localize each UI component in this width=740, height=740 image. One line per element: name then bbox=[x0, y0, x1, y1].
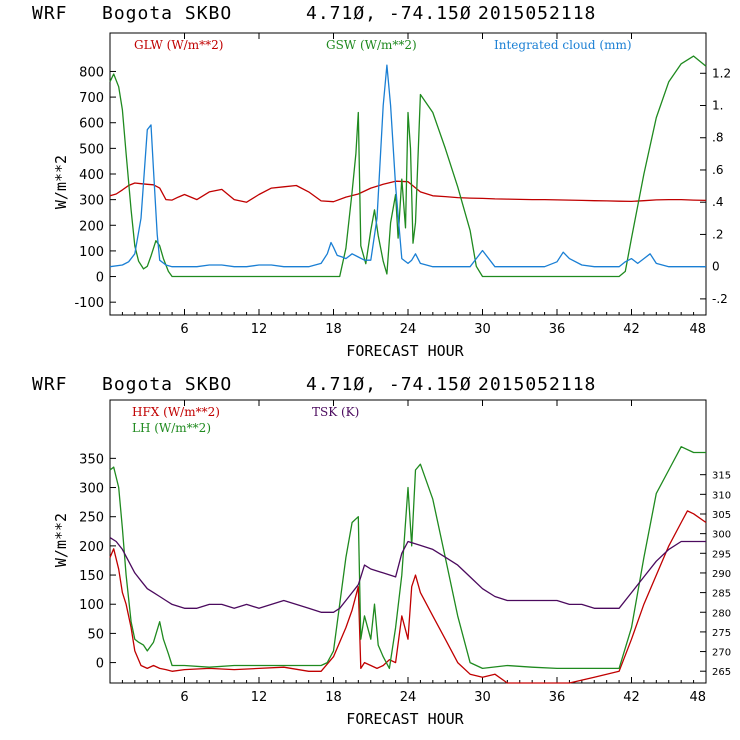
panel2-header-site: Bogota SKBO bbox=[102, 374, 232, 395]
y-tick-label: 800 bbox=[79, 65, 104, 80]
panel1-y-axis-label: W/m**2 bbox=[52, 155, 70, 209]
y2-tick-label: 310 bbox=[712, 490, 731, 501]
legend-lh: LH (W/m**2) bbox=[132, 421, 211, 435]
panel1-y-ticks: -100 0 100 200 300 400 500 600 700 800 bbox=[74, 65, 116, 311]
y2-tick-label: 290 bbox=[712, 569, 731, 580]
panel1-x-axis-label: FORECAST HOUR bbox=[346, 342, 464, 360]
panel2-header-model: WRF bbox=[32, 374, 68, 395]
panel2-header-coords: 4.71Ø, -74.15Ø bbox=[306, 374, 472, 395]
panel2-x-ticks: 6 12 18 24 30 36 42 48 bbox=[121, 400, 707, 705]
y-tick-label: 350 bbox=[79, 452, 104, 467]
panel1-x-ticks: 6 12 18 24 30 36 42 48 bbox=[121, 33, 707, 337]
series-gsw-line bbox=[109, 55, 707, 278]
y2-tick-label: 275 bbox=[712, 628, 731, 639]
panel2-x-axis-label: FORECAST HOUR bbox=[346, 710, 464, 728]
x-tick-label: 42 bbox=[623, 690, 640, 705]
y-tick-label: 600 bbox=[79, 117, 104, 132]
y2-tick-label: .8 bbox=[712, 131, 723, 145]
y-tick-label: 300 bbox=[79, 194, 104, 209]
x-tick-label: 36 bbox=[549, 322, 566, 337]
y2-tick-label: -.2 bbox=[712, 292, 728, 306]
panel1-header-site: Bogota SKBO bbox=[102, 3, 232, 24]
legend-gsw: GSW (W/m**2) bbox=[326, 38, 417, 52]
panel1-header-run: 2015052118 bbox=[478, 3, 596, 24]
x-tick-label: 6 bbox=[180, 322, 188, 337]
radiation-cloud-panel: WRF Bogota SKBO 4.71Ø, -74.15Ø 201505211… bbox=[32, 3, 731, 360]
y2-tick-label: 270 bbox=[712, 648, 731, 659]
panel1-series bbox=[109, 55, 707, 278]
x-tick-label: 42 bbox=[623, 322, 640, 337]
y2-tick-label: 280 bbox=[712, 608, 731, 619]
x-tick-label: 12 bbox=[251, 322, 268, 337]
x-tick-label: 18 bbox=[325, 322, 342, 337]
y-tick-label: 100 bbox=[79, 245, 104, 260]
panel2-right-y-ticks: 265 270 275 280 285 290 295 300 305 310 315 bbox=[700, 471, 731, 678]
x-tick-label: 12 bbox=[251, 690, 268, 705]
y-tick-label: 300 bbox=[79, 482, 104, 497]
panel2-series bbox=[109, 446, 707, 684]
legend-glw: GLW (W/m**2) bbox=[134, 38, 223, 52]
y2-tick-label: 300 bbox=[712, 530, 731, 541]
y-tick-label: 150 bbox=[79, 569, 104, 584]
y-tick-label: 250 bbox=[79, 511, 104, 526]
legend-tsk: TSK (K) bbox=[312, 405, 359, 419]
y2-tick-label: 265 bbox=[712, 667, 731, 678]
y2-tick-label: 1.2 bbox=[712, 66, 731, 80]
panel2-y-axis-label: W/m**2 bbox=[52, 513, 70, 567]
y-tick-label: 400 bbox=[79, 168, 104, 183]
panel1-plot-frame bbox=[109, 32, 707, 316]
x-tick-label: 48 bbox=[689, 690, 706, 705]
y-tick-label: 500 bbox=[79, 142, 104, 157]
series-lh-line bbox=[109, 446, 706, 670]
series-glw-line bbox=[109, 180, 707, 203]
panel1-right-y-ticks: -.2 0 .2 .4 .6 .8 1. 1.2 bbox=[700, 66, 731, 306]
legend-hfx: HFX (W/m**2) bbox=[132, 405, 220, 419]
x-tick-label: 18 bbox=[325, 690, 342, 705]
x-tick-label: 6 bbox=[180, 690, 188, 705]
y2-tick-label: 315 bbox=[712, 471, 731, 482]
y-tick-label: 200 bbox=[79, 540, 104, 555]
y2-tick-label: 0 bbox=[712, 260, 720, 274]
x-tick-label: 24 bbox=[400, 690, 417, 705]
y2-tick-label: 285 bbox=[712, 589, 731, 600]
y-tick-label: 100 bbox=[79, 598, 104, 613]
flux-temperature-panel: WRF Bogota SKBO 4.71Ø, -74.15Ø 201505211… bbox=[32, 374, 731, 728]
y-tick-label: 700 bbox=[79, 91, 104, 106]
panel1-header-coords: 4.71Ø, -74.15Ø bbox=[306, 3, 472, 24]
y-tick-label: 50 bbox=[87, 627, 104, 642]
x-tick-label: 30 bbox=[474, 690, 491, 705]
y2-tick-label: 295 bbox=[712, 549, 731, 560]
x-tick-label: 36 bbox=[549, 690, 566, 705]
legend-integrated-cloud: Integrated cloud (mm) bbox=[494, 38, 632, 52]
y2-tick-label: 1. bbox=[712, 99, 723, 113]
y-tick-label: 0 bbox=[96, 657, 104, 672]
y2-tick-label: .4 bbox=[712, 195, 723, 209]
y2-tick-label: .2 bbox=[712, 227, 723, 241]
x-tick-label: 48 bbox=[689, 322, 706, 337]
y2-tick-label: 305 bbox=[712, 510, 731, 521]
series-tsk-line bbox=[109, 537, 706, 613]
panel2-header-run: 2015052118 bbox=[478, 374, 596, 395]
x-tick-label: 30 bbox=[474, 322, 491, 337]
y-tick-label: 200 bbox=[79, 219, 104, 234]
y-tick-label: -100 bbox=[74, 296, 104, 311]
series-integrated-cloud-line bbox=[109, 64, 706, 268]
y2-tick-label: .6 bbox=[712, 163, 723, 177]
y-tick-label: 0 bbox=[96, 271, 104, 286]
panel2-y-ticks: 0 50 100 150 200 250 300 350 bbox=[79, 452, 116, 672]
series-hfx-line bbox=[109, 510, 707, 684]
x-tick-label: 24 bbox=[400, 322, 417, 337]
panel1-header-model: WRF bbox=[32, 3, 68, 24]
